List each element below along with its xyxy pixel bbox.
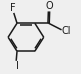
Text: Cl: Cl [61, 26, 71, 36]
Text: I: I [16, 61, 18, 71]
Text: F: F [10, 3, 16, 13]
Text: O: O [45, 1, 53, 11]
